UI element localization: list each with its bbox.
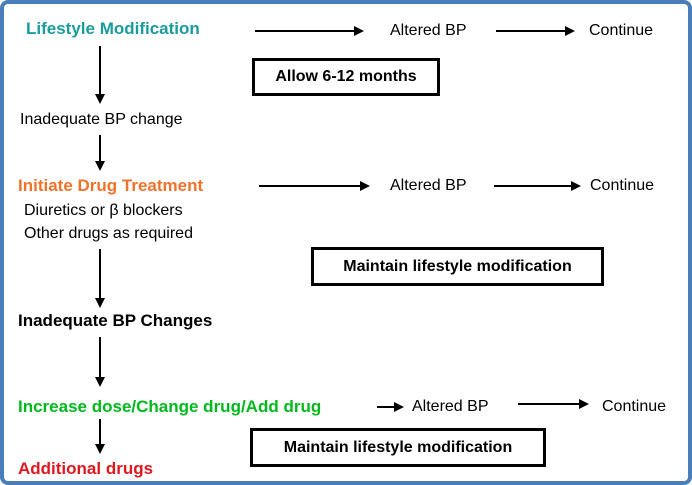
node-diuretics-beta-blockers: Diuretics or β blockers: [24, 202, 183, 219]
node-increase-change-add-drug: Increase dose/Change drug/Add drug: [18, 397, 322, 416]
node-initiate-drug-treatment: Initiate Drug Treatment: [18, 176, 204, 195]
node-continue-3: Continue: [602, 398, 667, 415]
node-lifestyle-modification: Lifestyle Modification: [26, 19, 200, 38]
arrow-right-increase-to-alteredbp: [377, 402, 404, 412]
arrow-down-inadequate1-to-initiate: [95, 135, 105, 171]
node-altered-bp-2: Altered BP: [390, 177, 467, 194]
box-allow-6-12-months: Allow 6-12 months: [252, 58, 440, 96]
node-continue-2: Continue: [590, 177, 655, 194]
arrow-down-inadequate2-to-increase: [95, 337, 105, 387]
arrow-down-increase-to-additional: [95, 419, 105, 454]
box-maintain-lifestyle-2: Maintain lifestyle modification: [250, 428, 546, 467]
arrow-right-alteredbp2-to-continue: [494, 181, 581, 191]
arrow-right-initiate-to-alteredbp: [259, 181, 370, 191]
arrow-right-alteredbp1-to-continue: [496, 26, 575, 36]
arrow-down-lifestyle-to-inadequate1: [95, 46, 105, 104]
arrow-down-initiate-to-inadequate2: [95, 249, 105, 308]
box-maintain-lifestyle-1: Maintain lifestyle modification: [311, 247, 604, 286]
node-inadequate-bp-change: Inadequate BP change: [20, 111, 183, 128]
node-inadequate-bp-changes: Inadequate BP Changes: [18, 311, 213, 330]
node-additional-drugs: Additional drugs: [18, 459, 154, 478]
arrow-right-alteredbp3-to-continue: [518, 399, 589, 409]
arrow-right-lifestyle-to-alteredbp: [255, 26, 364, 36]
node-continue-1: Continue: [589, 22, 654, 39]
node-altered-bp-1: Altered BP: [390, 22, 467, 39]
node-other-drugs-as-required: Other drugs as required: [24, 225, 193, 242]
node-altered-bp-3: Altered BP: [412, 398, 489, 415]
